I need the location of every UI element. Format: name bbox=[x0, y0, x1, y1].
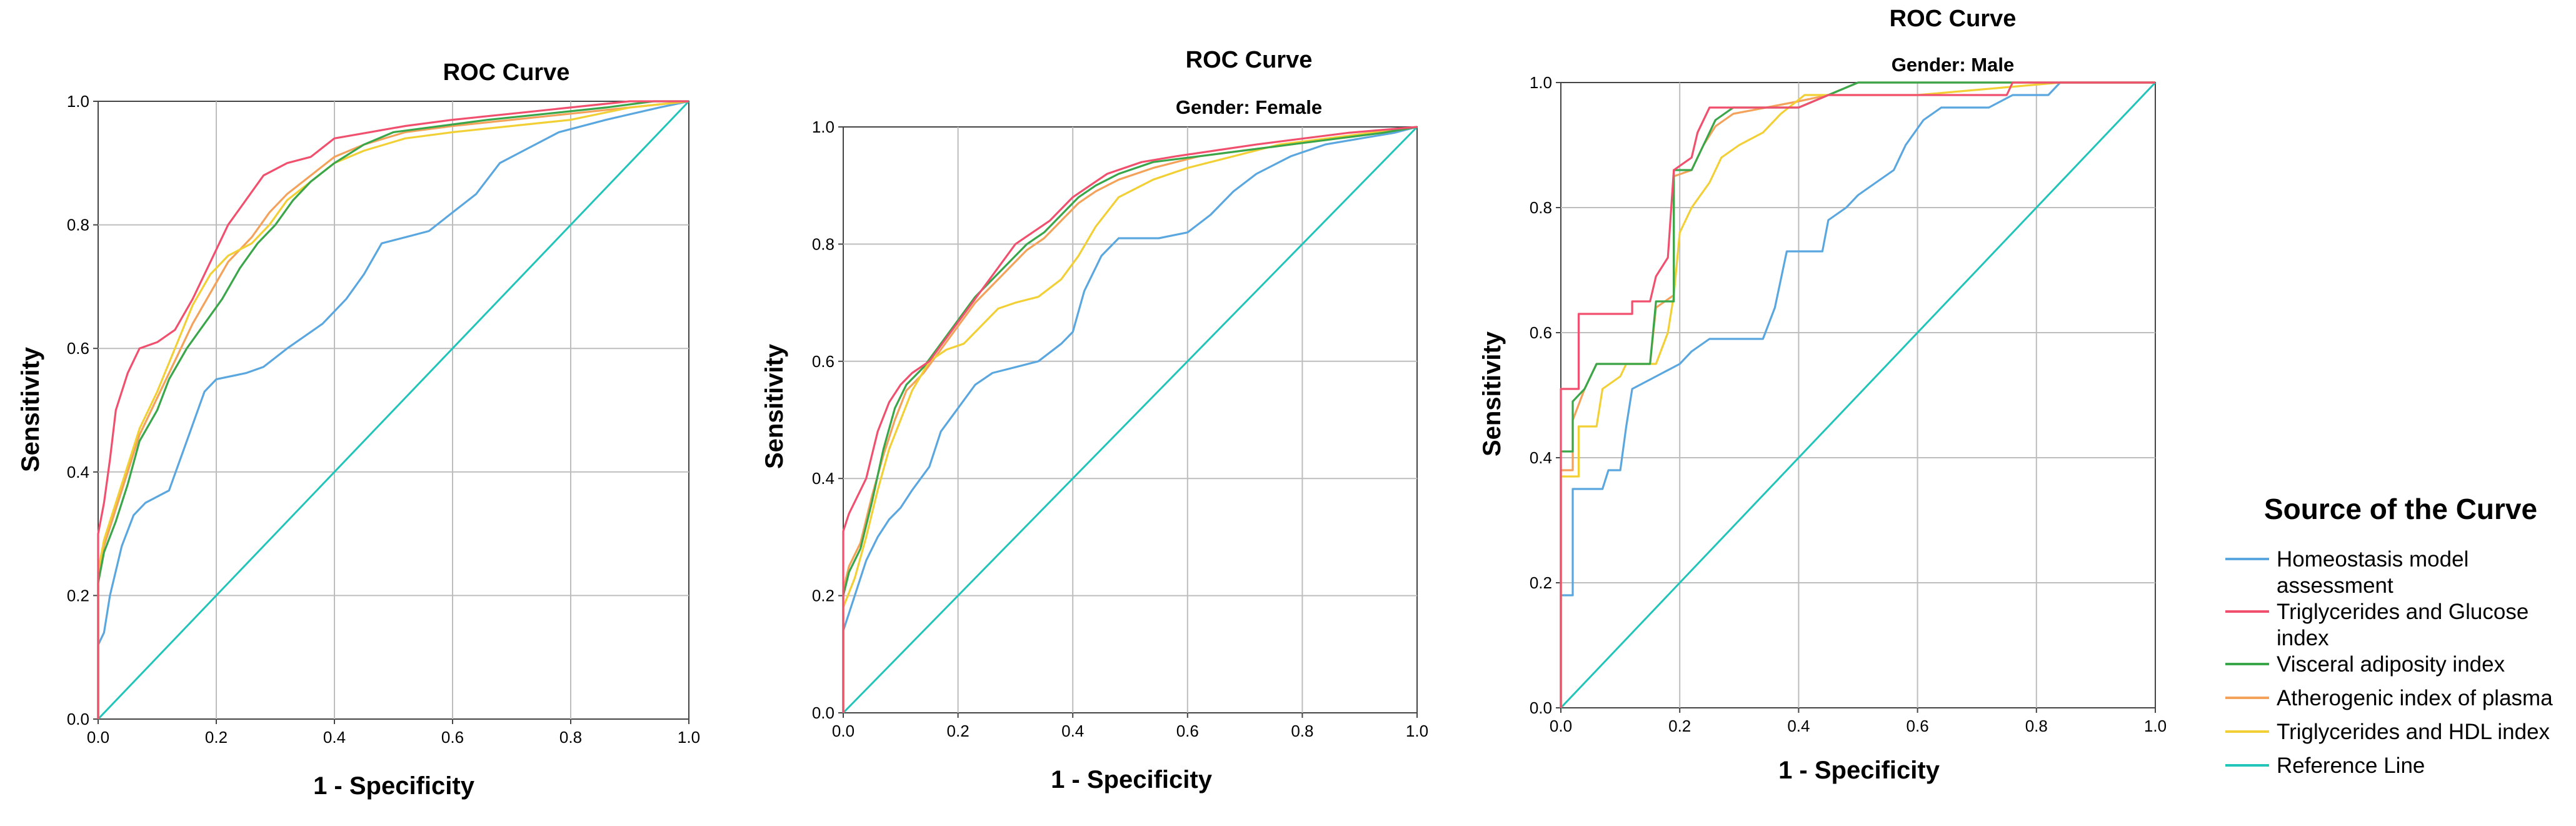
panel-a-series-homa bbox=[97, 100, 689, 719]
panel-c-series-reference bbox=[1560, 81, 2157, 709]
panel-c-y-tick-label: 0.0 bbox=[1530, 698, 1552, 717]
legend-item-aip: Atherogenic index of plasma bbox=[2225, 686, 2553, 710]
panel-c: ROC Curve Gender: Male 1 - Specificity S… bbox=[1478, 6, 2167, 784]
panel-c-xlabel: 1 - Specificity bbox=[1778, 757, 1940, 784]
panel-a-y-tick-label: 0.6 bbox=[67, 339, 89, 358]
legend-item-tyg: Triglycerides and Glucose index bbox=[2225, 600, 2528, 650]
panel-a-series-tyg bbox=[97, 100, 689, 719]
panel-c-x-tick-label: 0.6 bbox=[1907, 717, 1929, 735]
panel-c-y-tick-label: 0.2 bbox=[1530, 573, 1552, 592]
panel-c-series-homa bbox=[1560, 81, 2155, 708]
panel-a-title: ROC Curve bbox=[443, 59, 570, 86]
panel-b-series-tghdl bbox=[842, 126, 1418, 713]
legend-item-homa: Homeostasis model assessment bbox=[2225, 547, 2468, 598]
panel-b-y-tick-label: 0.2 bbox=[812, 587, 834, 605]
panel-b-x-tick-label: 0.2 bbox=[947, 722, 970, 740]
panel-c-series-tghdl bbox=[1560, 81, 2155, 708]
panel-a-x-tick-label: 0.6 bbox=[441, 728, 464, 747]
panel-c-series-tyg bbox=[1560, 81, 2155, 708]
panel-b-y-tick-label: 0.0 bbox=[812, 703, 834, 722]
panel-c-y-tick-label: 0.8 bbox=[1530, 198, 1552, 217]
legend-item-vai: Visceral adiposity index bbox=[2225, 652, 2505, 677]
panel-c-x-tick-label: 1.0 bbox=[2144, 717, 2167, 735]
panel-b-subtitle: Gender: Female bbox=[1176, 96, 1322, 118]
panel-c-x-tick-label: 0.0 bbox=[1550, 717, 1572, 735]
panel-c-ylabel: Sensitivity bbox=[1478, 331, 1506, 456]
panel-b-y-tick-label: 0.8 bbox=[812, 234, 834, 253]
panel-a-y-tick-label: 0.4 bbox=[67, 463, 89, 481]
panel-a-series-aip bbox=[97, 100, 689, 719]
panel-a-x-tick-label: 0.4 bbox=[323, 728, 346, 747]
panel-b: ROC Curve Gender: Female 1 - Specificity… bbox=[761, 47, 1428, 793]
legend-title: Source of the Curve bbox=[2264, 493, 2537, 525]
legend: Source of the Curve Homeostasis model ass… bbox=[2225, 493, 2553, 778]
panel-b-series-reference bbox=[842, 126, 1418, 714]
panel-a-series-vai bbox=[97, 100, 689, 719]
panel-a-x-tick-label: 0.0 bbox=[87, 728, 109, 747]
panel-a-series-tghdl bbox=[97, 100, 689, 719]
panel-a-x-tick-label: 1.0 bbox=[678, 728, 700, 747]
panel-b-series-tyg bbox=[842, 126, 1418, 713]
panel-b-xlabel: 1 - Specificity bbox=[1051, 766, 1213, 793]
legend-label-vai: Visceral adiposity index bbox=[2277, 652, 2505, 677]
panel-b-x-tick-label: 0.6 bbox=[1176, 722, 1199, 740]
legend-item-reference: Reference Line bbox=[2225, 753, 2425, 778]
panel-b-x-tick-label: 1.0 bbox=[1406, 722, 1428, 740]
panel-b-y-tick-label: 0.4 bbox=[812, 469, 834, 488]
panel-b-x-tick-label: 0.4 bbox=[1061, 722, 1084, 740]
panel-b-title: ROC Curve bbox=[1186, 47, 1313, 73]
panel-a-y-tick-label: 0.8 bbox=[67, 216, 89, 234]
panel-a-xlabel: 1 - Specificity bbox=[313, 772, 475, 800]
panel-a-x-tick-label: 0.2 bbox=[205, 728, 228, 747]
panel-a: ROC Curve 1 - Specificity Sensitivity A … bbox=[17, 59, 700, 800]
panel-c-x-tick-label: 0.8 bbox=[2025, 717, 2048, 735]
legend-label-aip: Atherogenic index of plasma bbox=[2277, 686, 2553, 710]
legend-label-tyg: Triglycerides and Glucose index bbox=[2277, 600, 2528, 650]
panel-c-x-tick-label: 0.4 bbox=[1787, 717, 1810, 735]
panel-b-series-homa bbox=[842, 126, 1418, 713]
panel-a-y-tick-label: 0.0 bbox=[67, 710, 89, 728]
panel-c-x-tick-label: 0.2 bbox=[1668, 717, 1691, 735]
legend-label-tghdl: Triglycerides and HDL index bbox=[2277, 720, 2550, 744]
panel-c-y-tick-label: 0.4 bbox=[1530, 448, 1552, 467]
panel-c-y-tick-label: 1.0 bbox=[1530, 73, 1552, 92]
panel-a-y-tick-label: 0.2 bbox=[67, 586, 89, 605]
panel-a-ylabel: Sensitivity bbox=[17, 346, 44, 472]
panel-c-title: ROC Curve bbox=[1890, 6, 2017, 32]
panel-c-subtitle: Gender: Male bbox=[1892, 54, 2014, 76]
panel-c-y-tick-label: 0.6 bbox=[1530, 323, 1552, 342]
panel-a-x-tick-label: 0.8 bbox=[559, 728, 582, 747]
panel-b-x-tick-label: 0.0 bbox=[832, 722, 854, 740]
panel-a-series-reference bbox=[97, 100, 690, 720]
panel-b-series-vai bbox=[842, 126, 1418, 713]
panel-b-x-tick-label: 0.8 bbox=[1291, 722, 1313, 740]
legend-label-reference: Reference Line bbox=[2277, 753, 2425, 778]
legend-label-homa: Homeostasis model assessment bbox=[2277, 547, 2468, 598]
panel-b-ylabel: Sensitivity bbox=[761, 343, 788, 469]
legend-item-tghdl: Triglycerides and HDL index bbox=[2225, 720, 2550, 744]
panel-b-y-tick-label: 1.0 bbox=[812, 118, 834, 136]
panel-a-y-tick-label: 1.0 bbox=[67, 92, 89, 111]
panel-b-y-tick-label: 0.6 bbox=[812, 352, 834, 371]
